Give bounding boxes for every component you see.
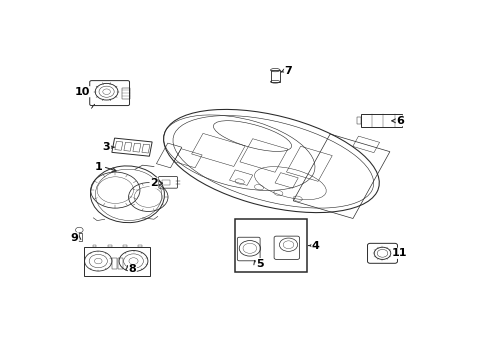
Bar [162,180,169,185]
Bar [115,141,122,150]
Text: 7: 7 [284,66,292,76]
Bar [174,149,202,168]
Bar [229,170,252,185]
Bar [118,258,122,269]
Bar [84,247,150,276]
Bar [123,142,132,151]
Text: 2: 2 [150,178,158,188]
Text: 8: 8 [128,264,136,274]
Bar [235,219,307,272]
Bar [286,146,331,181]
Bar [76,233,82,240]
Bar [122,245,126,247]
Bar [293,134,389,219]
Bar [356,117,361,124]
Bar [122,87,130,99]
Bar [352,136,379,153]
Bar [112,138,152,156]
Bar [142,144,149,153]
Text: 10: 10 [75,87,90,97]
Bar [138,245,142,247]
Text: 3: 3 [102,142,110,152]
Bar [107,245,111,247]
Text: 4: 4 [311,240,319,251]
Bar [92,245,96,247]
Text: 6: 6 [396,116,404,126]
Text: 11: 11 [391,248,407,258]
Text: 5: 5 [256,258,264,269]
Bar [191,134,244,166]
Bar [133,143,141,152]
Bar [360,114,401,127]
Bar [270,70,280,82]
Text: 9: 9 [70,233,78,243]
Bar [156,143,182,168]
Bar [112,258,117,269]
Bar [240,139,287,172]
Bar [274,173,298,188]
Text: 1: 1 [94,162,102,172]
